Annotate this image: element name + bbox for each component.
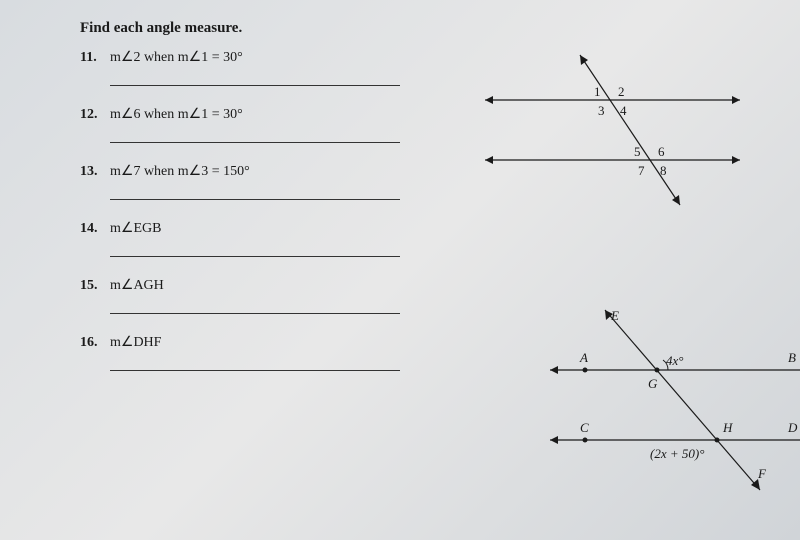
q-text: m∠7 when m∠3 = 150°: [110, 163, 250, 180]
angle-7-label: 7: [638, 163, 645, 178]
angle-3-label: 3: [598, 103, 605, 118]
angle-4-label: 4: [620, 103, 627, 118]
point-D: D: [787, 420, 798, 435]
point-B: B: [788, 350, 796, 365]
q-number: 15.: [80, 278, 110, 294]
q-text: m∠DHF: [110, 334, 161, 351]
diagram-parallel-lines: 1 2 3 4 5 6 7 8: [480, 50, 770, 210]
answer-line: [110, 198, 400, 200]
angle-2x-plus-50: (2x + 50)°: [650, 446, 704, 461]
angle-6-label: 6: [658, 144, 665, 159]
point-E: E: [610, 308, 619, 323]
q-number: 11.: [80, 50, 110, 66]
question-14: 14. m∠EGB: [80, 220, 760, 257]
q-text: m∠EGB: [110, 220, 161, 237]
q-number: 16.: [80, 335, 110, 351]
answer-line: [110, 255, 400, 257]
q-text: m∠2 when m∠1 = 30°: [110, 49, 243, 66]
q-number: 13.: [80, 164, 110, 180]
answer-line: [110, 84, 400, 86]
angle-8-label: 8: [660, 163, 667, 178]
point-F: F: [757, 466, 767, 481]
point-C: C: [580, 420, 589, 435]
q-text: m∠6 when m∠1 = 30°: [110, 106, 243, 123]
angle-4x: 4x°: [666, 353, 683, 368]
answer-line: [110, 141, 400, 143]
section-title: Find each angle measure.: [80, 20, 760, 37]
answer-line: [110, 369, 400, 371]
angle-5-label: 5: [634, 144, 641, 159]
q-text: m∠AGH: [110, 277, 164, 294]
q-number: 12.: [80, 107, 110, 123]
point-G: G: [648, 376, 658, 391]
answer-line: [110, 312, 400, 314]
point-A: A: [579, 350, 588, 365]
angle-2-label: 2: [618, 84, 625, 99]
point-H: H: [722, 420, 733, 435]
diagram-labeled-angles: E A B G C H D F 4x° (2x + 50)°: [510, 300, 800, 500]
q-number: 14.: [80, 221, 110, 237]
angle-1-label: 1: [594, 84, 601, 99]
